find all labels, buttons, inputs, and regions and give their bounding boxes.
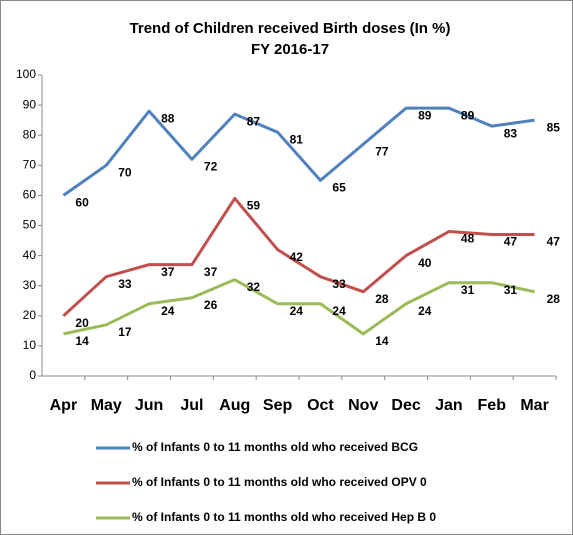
- data-label: 87: [247, 114, 261, 128]
- y-tick-label: 100: [16, 67, 36, 81]
- series-line: [63, 278, 535, 336]
- data-label: 59: [247, 199, 261, 213]
- x-tick-label: Mar: [520, 397, 548, 414]
- legend-label: % of Infants 0 to 11 months old who rece…: [132, 475, 427, 489]
- data-label: 48: [461, 232, 475, 246]
- y-tick-label: 60: [23, 188, 37, 202]
- x-tick-label: Jun: [135, 397, 163, 414]
- y-tick-label: 70: [23, 157, 37, 171]
- data-label: 31: [504, 283, 518, 297]
- data-label: 88: [161, 111, 175, 125]
- data-label: 47: [504, 235, 518, 249]
- data-label: 70: [118, 165, 132, 179]
- data-label: 81: [290, 132, 304, 146]
- data-label: 42: [290, 250, 304, 264]
- data-label: 24: [418, 304, 432, 318]
- x-tick-label: Oct: [307, 397, 334, 414]
- data-label: 28: [375, 292, 389, 306]
- data-label: 28: [547, 292, 561, 306]
- data-label: 32: [247, 280, 261, 294]
- y-tick-label: 10: [23, 338, 37, 352]
- data-label: 17: [118, 325, 132, 339]
- data-label: 37: [204, 265, 218, 279]
- y-tick-label: 40: [23, 248, 37, 262]
- data-label: 72: [204, 159, 218, 173]
- data-label: 60: [75, 196, 89, 210]
- legend-label: % of Infants 0 to 11 months old who rece…: [132, 440, 418, 454]
- data-label: 40: [418, 256, 432, 270]
- y-tick-label: 20: [23, 308, 37, 322]
- x-tick-label: Jul: [180, 397, 203, 414]
- chart-subtitle: FY 2016-17: [251, 41, 329, 58]
- y-tick-label: 30: [23, 278, 37, 292]
- x-tick-label: Jan: [435, 397, 463, 414]
- data-label: 31: [461, 283, 475, 297]
- data-label: 65: [332, 181, 346, 195]
- x-tick-label: Nov: [348, 397, 378, 414]
- data-label: 24: [290, 304, 304, 318]
- data-label: 24: [332, 304, 346, 318]
- x-tick-label: Dec: [391, 397, 420, 414]
- x-tick-label: Sep: [263, 397, 293, 414]
- x-tick-label: May: [91, 397, 122, 414]
- data-label: 20: [75, 316, 89, 330]
- data-label: 14: [75, 334, 89, 348]
- x-tick-label: Feb: [478, 397, 507, 414]
- y-tick-label: 90: [23, 97, 37, 111]
- legend-label: % of Infants 0 to 11 months old who rece…: [132, 510, 436, 524]
- data-label: 26: [204, 298, 218, 312]
- data-label: 77: [375, 144, 389, 158]
- data-label: 89: [418, 108, 432, 122]
- data-label: 24: [161, 304, 175, 318]
- series-line: [62, 106, 535, 197]
- data-label: 89: [461, 108, 475, 122]
- x-tick-label: Apr: [50, 397, 78, 414]
- data-label: 83: [504, 126, 518, 140]
- data-label: 85: [547, 120, 561, 134]
- y-tick-label: 80: [23, 127, 37, 141]
- x-tick-label: Aug: [219, 397, 250, 414]
- chart-title: Trend of Children received Birth doses (…: [130, 20, 451, 37]
- series-line: [62, 196, 535, 317]
- y-tick-label: 0: [29, 368, 36, 382]
- data-label: 37: [161, 265, 175, 279]
- data-label: 14: [375, 334, 389, 348]
- data-label: 33: [118, 277, 132, 291]
- y-tick-label: 50: [23, 218, 37, 232]
- data-label: 47: [547, 235, 561, 249]
- data-label: 33: [332, 277, 346, 291]
